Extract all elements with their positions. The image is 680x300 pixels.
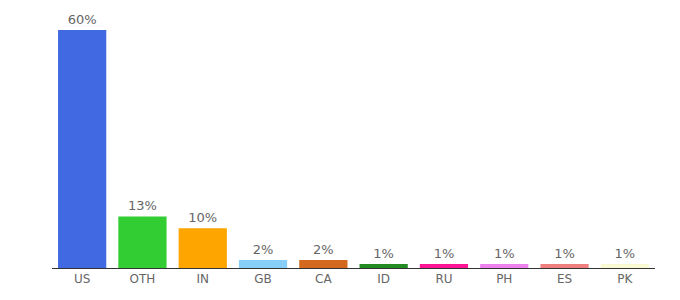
svg-text:1%: 1% xyxy=(615,246,636,261)
svg-text:13%: 13% xyxy=(128,198,157,213)
svg-text:PK: PK xyxy=(617,272,633,286)
svg-text:RU: RU xyxy=(435,272,452,286)
svg-text:US: US xyxy=(74,272,90,286)
svg-text:10%: 10% xyxy=(188,210,217,225)
svg-text:60%: 60% xyxy=(68,12,97,27)
svg-text:1%: 1% xyxy=(554,246,575,261)
svg-text:PH: PH xyxy=(496,272,512,286)
svg-text:2%: 2% xyxy=(313,242,334,257)
svg-text:ES: ES xyxy=(557,272,572,286)
svg-text:1%: 1% xyxy=(494,246,515,261)
svg-text:1%: 1% xyxy=(373,246,394,261)
svg-text:IN: IN xyxy=(196,272,209,286)
svg-text:OTH: OTH xyxy=(130,272,156,286)
svg-text:1%: 1% xyxy=(434,246,455,261)
svg-text:GB: GB xyxy=(254,272,272,286)
svg-text:2%: 2% xyxy=(253,242,274,257)
svg-text:ID: ID xyxy=(377,272,390,286)
svg-text:CA: CA xyxy=(315,272,332,286)
